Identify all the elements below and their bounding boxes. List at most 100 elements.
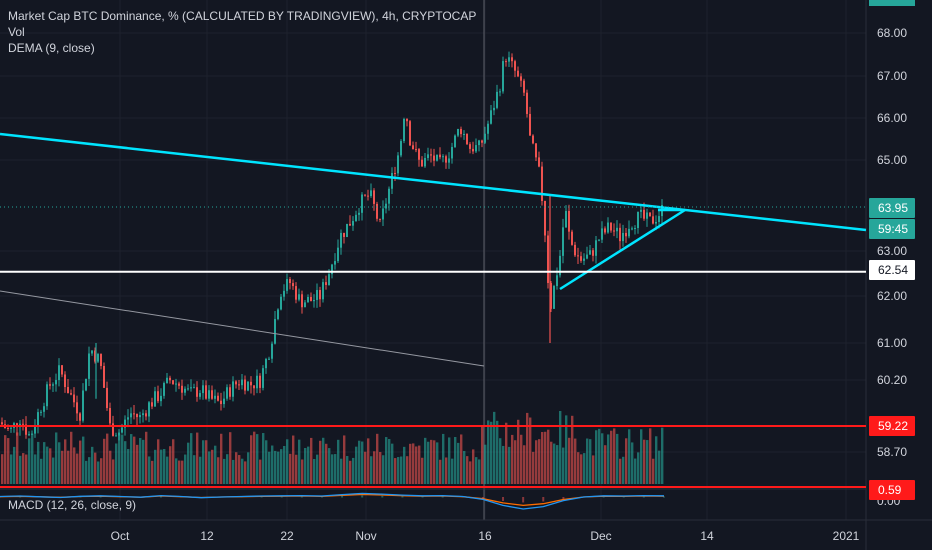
volume-bar	[496, 420, 499, 484]
volume-bar	[307, 446, 310, 484]
candle-body	[235, 381, 237, 385]
candle-body	[469, 144, 471, 149]
candle-body	[643, 209, 645, 219]
volume-bar	[25, 454, 28, 484]
volume-bar	[487, 420, 490, 484]
candle-body	[481, 140, 483, 143]
volume-bar	[295, 454, 298, 484]
volume-bar	[160, 449, 163, 484]
volume-bar	[532, 451, 535, 484]
candle-body	[613, 230, 615, 232]
volume-bar	[259, 459, 262, 484]
volume-bar	[79, 440, 82, 484]
candle-body	[478, 140, 480, 146]
volume-bar	[274, 450, 277, 484]
candle-body	[262, 368, 264, 388]
volume-bar	[16, 432, 19, 484]
macd-histogram-bar	[280, 496, 283, 498]
candle-body	[622, 232, 624, 242]
candle-body	[376, 203, 378, 219]
candle-body	[109, 408, 111, 424]
volume-bar	[49, 448, 52, 484]
trendline-support	[559, 208, 686, 291]
candle-body	[22, 423, 24, 425]
volume-bar	[181, 460, 184, 484]
candle-body	[496, 91, 498, 108]
candle-body	[484, 133, 486, 143]
macd-histogram-bar	[522, 497, 525, 503]
candle-body	[343, 232, 345, 237]
volume-bar	[490, 421, 493, 484]
price-tag-label: 62.54	[878, 263, 908, 277]
volume-bar	[232, 459, 235, 484]
candle-body	[406, 118, 408, 122]
candle-body	[436, 154, 438, 161]
candle-body	[178, 383, 180, 386]
candle-body	[355, 214, 357, 222]
volume-bar	[73, 447, 76, 484]
candle-body	[550, 282, 552, 309]
volume-bar	[352, 457, 355, 484]
price-axis: 68.00 67.00 66.00 65.00 63.00 62.00 61.00 60.20…	[877, 26, 907, 508]
candle-body	[571, 231, 573, 245]
volume-bar	[88, 457, 91, 484]
volume-bar	[589, 439, 592, 484]
volume-bar	[349, 460, 352, 484]
volume-bar	[211, 449, 214, 484]
candle-body	[160, 395, 162, 402]
volume-bar	[61, 450, 64, 484]
candle-body	[103, 365, 105, 388]
candle-body	[1, 422, 3, 425]
volume-bar	[208, 451, 211, 484]
volume-bar	[289, 453, 292, 484]
volume-bar	[145, 431, 148, 484]
candle-body	[220, 400, 222, 405]
candle-body	[652, 216, 654, 224]
candle-body	[193, 387, 195, 389]
time-tick-label: 22	[280, 529, 294, 543]
volume-bar	[64, 439, 67, 484]
drawing-lines[interactable]	[0, 132, 867, 488]
candle-body	[175, 383, 177, 385]
volume-bar	[136, 444, 139, 484]
candle-body	[529, 113, 531, 136]
candle-body	[370, 190, 372, 197]
macd-histogram-bar	[260, 496, 263, 498]
chart-legend: Market Cap BTC Dominance, % (CALCULATED …	[8, 8, 476, 56]
candle-body	[589, 250, 591, 255]
candle-body	[118, 432, 120, 436]
top-price-tag-edge	[869, 0, 915, 6]
volume-bar	[607, 434, 610, 484]
volume-bar	[562, 447, 565, 484]
volume-bar	[361, 441, 364, 484]
time-tick-label: Oct	[111, 529, 130, 543]
volume-bar	[277, 451, 280, 484]
macd-histogram-bar	[320, 496, 323, 498]
macd-histogram-bar	[341, 496, 344, 498]
candle-body	[604, 228, 606, 233]
candle-body	[454, 135, 456, 147]
candle-body	[55, 380, 57, 385]
candle-body	[619, 227, 621, 242]
volume-bar	[544, 431, 547, 484]
candle-body	[637, 211, 639, 229]
volume-bar	[67, 450, 70, 484]
candle-body	[385, 203, 387, 209]
candle-body	[232, 381, 234, 397]
candle-body	[472, 148, 474, 152]
trendline-resistance	[0, 132, 867, 232]
candle-body	[361, 194, 363, 213]
candle-body	[7, 427, 9, 429]
volume-bar	[469, 461, 472, 484]
volume-bar	[538, 439, 541, 484]
volume-bar	[244, 461, 247, 484]
macd-histogram-bar	[481, 497, 484, 499]
volume-bar	[658, 450, 661, 484]
volume-bar	[547, 429, 550, 484]
candle-body	[61, 365, 63, 375]
candle-body	[562, 227, 564, 256]
candle-body	[211, 390, 213, 399]
candle-body	[544, 201, 546, 236]
candle-body	[547, 235, 549, 283]
